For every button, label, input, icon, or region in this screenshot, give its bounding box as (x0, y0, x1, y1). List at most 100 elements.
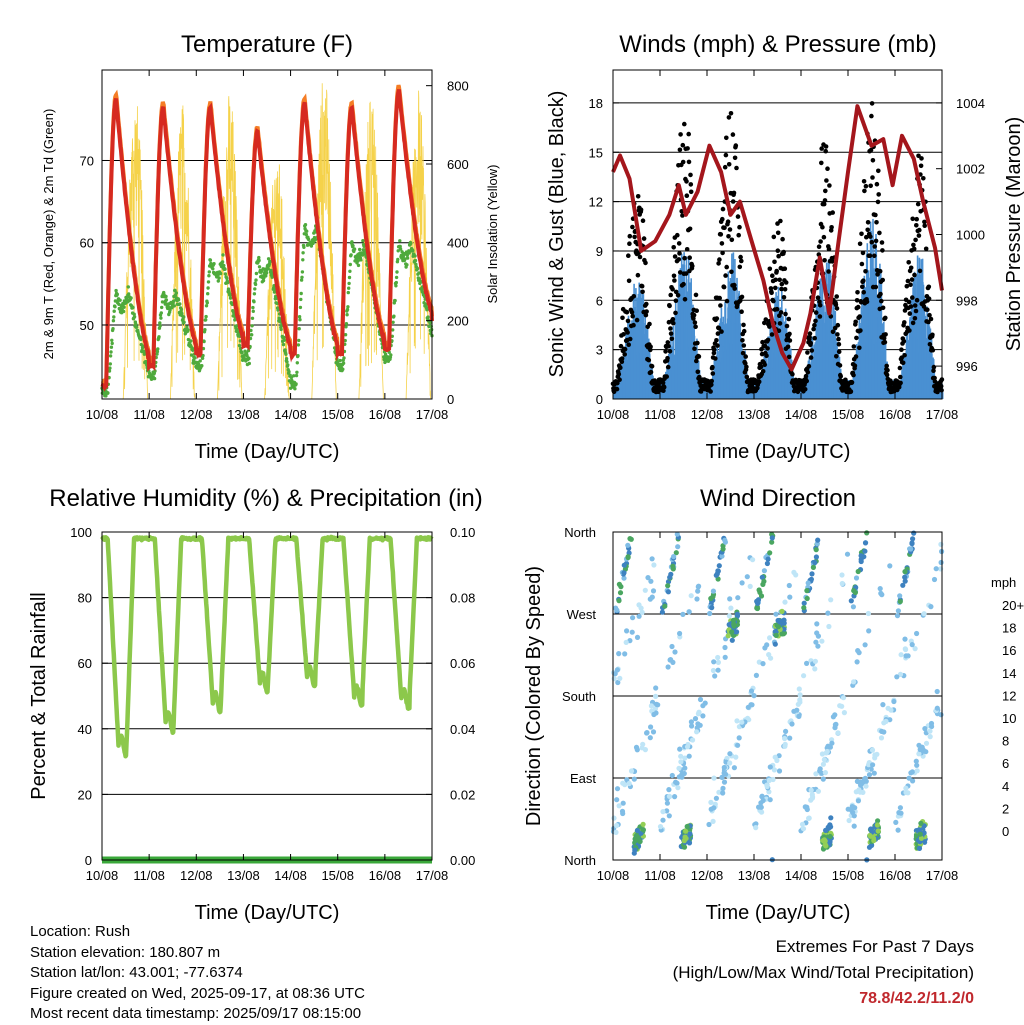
direction-point (674, 531, 680, 537)
direction-point (644, 730, 650, 736)
gust-point (914, 297, 920, 303)
direction-point (706, 821, 712, 828)
dewpoint-point (208, 258, 213, 262)
gust-point (711, 347, 717, 353)
humidity-xlabel: Time (Day/UTC) (195, 902, 340, 924)
direction-point (636, 613, 642, 619)
direction-point (615, 679, 621, 686)
direction-point (666, 813, 672, 819)
gust-point (808, 340, 813, 346)
dewpoint-point (417, 271, 421, 275)
dewpoint-point (250, 316, 255, 320)
y-tick-label: 100 (70, 525, 92, 540)
direction-point (753, 672, 760, 679)
gust-point (861, 179, 867, 184)
dewpoint-point (247, 361, 251, 366)
gust-point (884, 363, 889, 369)
dewpoint-point (341, 361, 346, 365)
direction-point (745, 715, 751, 721)
gust-point (723, 152, 729, 158)
dewpoint-point (298, 305, 303, 310)
direction-point (628, 768, 635, 774)
direction-point (722, 654, 728, 660)
direction-point (692, 716, 699, 722)
gust-point (632, 234, 637, 240)
relative-humidity-series (100, 534, 434, 759)
y-tick-label: 18 (589, 96, 603, 111)
direction-point (855, 568, 861, 575)
gust-point (773, 285, 778, 291)
direction-point (819, 751, 826, 757)
dewpoint-point (285, 360, 289, 364)
dewpoint-point (257, 258, 261, 263)
gust-point (726, 162, 732, 167)
gust-point (869, 239, 875, 245)
direction-point (660, 809, 666, 815)
direction-point (642, 587, 648, 593)
direction-point (733, 754, 739, 760)
gust-point (855, 304, 861, 310)
gust-point (715, 331, 721, 336)
direction-point (735, 595, 741, 601)
dewpoint-point (108, 362, 113, 366)
direction-point (767, 635, 773, 641)
direction-point (735, 742, 741, 748)
gust-point (835, 322, 841, 328)
gust-point (834, 294, 839, 299)
direction-point (758, 804, 764, 810)
direction-point (821, 837, 827, 843)
dewpoint-point (396, 257, 400, 262)
dewpoint-point (111, 327, 115, 331)
direction-point (906, 775, 912, 781)
direction-point (648, 578, 654, 584)
direction-point (878, 590, 884, 597)
direction-point (897, 593, 903, 599)
y-tick-label: 0 (85, 853, 92, 868)
dewpoint-point (275, 301, 279, 306)
gust-point (733, 143, 739, 148)
direction-point (613, 829, 619, 836)
gust-point (687, 226, 693, 232)
gust-point (786, 354, 792, 360)
direction-point (895, 827, 901, 833)
direction-point (775, 624, 782, 630)
direction-point (862, 775, 868, 781)
gust-point (869, 113, 874, 119)
direction-point (877, 586, 883, 592)
direction-point (678, 759, 684, 765)
direction-point (622, 651, 628, 657)
dewpoint-point (222, 263, 226, 268)
dewpoint-point (223, 267, 227, 271)
gust-point (822, 258, 827, 263)
direction-point (927, 734, 933, 740)
dewpoint-point (157, 335, 161, 339)
wind-direction-ylabel: Direction (Colored By Speed) (523, 566, 545, 826)
gust-point (716, 326, 722, 331)
dewpoint-point (226, 280, 230, 285)
dewpoint-point (218, 271, 223, 276)
direction-point (696, 709, 702, 715)
direction-point (897, 671, 904, 678)
direction-point (769, 539, 775, 545)
gust-point (864, 234, 869, 240)
direction-point (767, 797, 773, 803)
direction-point (674, 780, 680, 786)
direction-point (657, 824, 664, 830)
direction-point (812, 560, 818, 566)
direction-point (731, 621, 737, 627)
dewpoint-point (299, 278, 304, 282)
gust-point (724, 264, 729, 270)
gust-point (926, 296, 932, 302)
dewpoint-point (152, 376, 157, 381)
humidity-line (100, 534, 434, 759)
dewpoint-point (237, 343, 242, 348)
y2-tick-label: 996 (956, 359, 978, 374)
dewpoint-point (349, 253, 353, 257)
dewpoint-point (394, 284, 398, 288)
gust-point (671, 245, 676, 250)
direction-point (855, 798, 862, 804)
direction-point (620, 800, 626, 806)
gust-point (908, 265, 914, 271)
station-latlon: Station lat/lon: 43.001; -77.6374 (30, 964, 243, 981)
direction-point (862, 540, 869, 546)
